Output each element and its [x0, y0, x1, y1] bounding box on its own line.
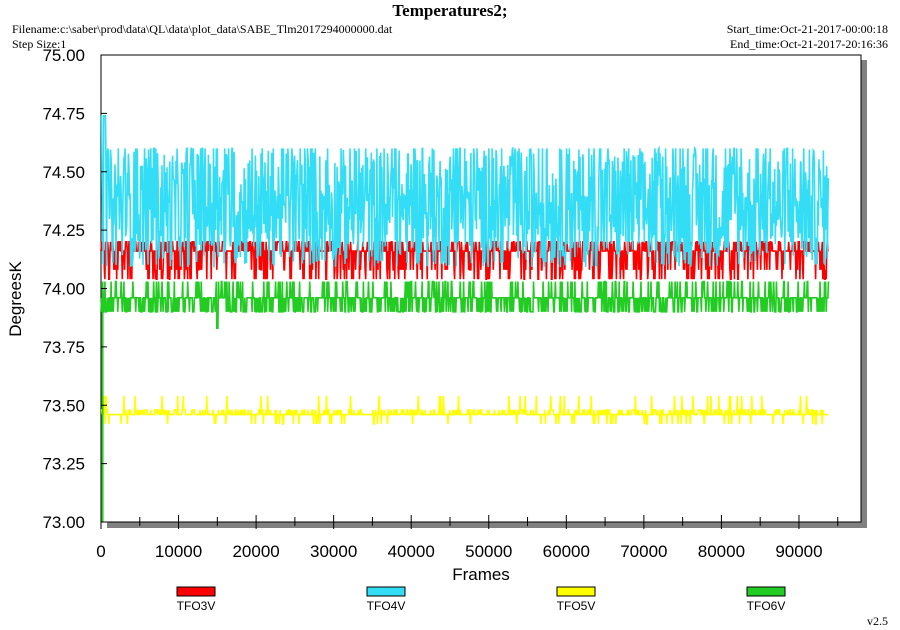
series-line-tfo6v [100, 280, 830, 330]
y-tick-label: 73.75 [42, 338, 85, 357]
series-line-tfo4v [100, 114, 830, 268]
y-tick-label: 74.50 [42, 163, 85, 182]
legend-swatch-tfo5v [556, 586, 596, 597]
x-tick-label: 50000 [465, 542, 512, 561]
legend-label-tfo3v: TFO3V [177, 599, 216, 613]
step-size-label: Step Size:1 [12, 37, 67, 51]
series-line-tfo3v [100, 241, 829, 281]
legend-swatch-tfo4v [366, 586, 406, 597]
legend-label-tfo6v: TFO6V [747, 599, 786, 613]
x-axis-label: Frames [452, 565, 510, 584]
legend: TFO3V TFO4V TFO5V TFO6V [176, 586, 786, 613]
y-axis-label: DegreesK [6, 261, 25, 337]
x-tick-label: 60000 [543, 542, 590, 561]
legend-swatch-tfo3v [176, 586, 216, 597]
x-tick-label: 80000 [698, 542, 745, 561]
series-line-tfo5v [100, 395, 829, 425]
y-tick-label: 73.50 [42, 396, 85, 415]
legend-label-tfo5v: TFO5V [557, 599, 596, 613]
y-tick-label: 74.25 [42, 221, 85, 240]
y-tick-label: 73.00 [42, 513, 85, 532]
version-label: v2.5 [867, 614, 888, 628]
y-tick-label: 74.00 [42, 280, 85, 299]
start-time-label: Start_time:Oct-21-2017-00:00:18 [726, 22, 888, 36]
chart-title: Temperatures2; [392, 1, 508, 20]
x-tick-label: 20000 [232, 542, 279, 561]
x-tick-label: 10000 [155, 542, 202, 561]
y-tick-label: 75.00 [42, 46, 85, 65]
series-layer [100, 114, 830, 522]
x-tick-label: 90000 [775, 542, 822, 561]
filename-label: Filename:c:\saber\prod\data\QL\data\plot… [12, 22, 393, 36]
x-tick-label: 40000 [388, 542, 435, 561]
x-tick-label: 70000 [620, 542, 667, 561]
legend-label-tfo4v: TFO4V [367, 599, 406, 613]
y-tick-label: 74.75 [42, 104, 85, 123]
axis-layer: 73.00 73.25 73.50 73.75 74.00 74.25 74.50 74.75… [42, 46, 839, 561]
legend-swatch-tfo6v [746, 586, 786, 597]
x-tick-label: 0 [96, 542, 105, 561]
end-time-label: End_time:Oct-21-2017-20:16:36 [730, 37, 888, 51]
x-tick-label: 30000 [310, 542, 357, 561]
y-tick-label: 73.25 [42, 455, 85, 474]
